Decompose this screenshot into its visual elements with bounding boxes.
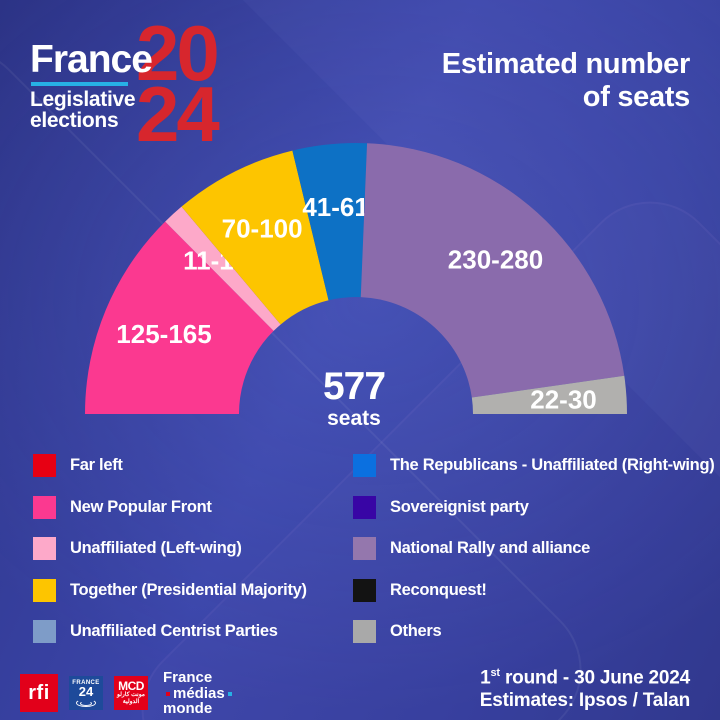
legend-label: The Republicans - Unaffiliated (Right-wi… xyxy=(390,456,715,474)
segment-range-label-new-popular-front: 125-165 xyxy=(116,319,211,349)
mcd-logo-arabic-line2: الدولية xyxy=(122,699,140,706)
logo-year-top: 20 xyxy=(136,9,220,97)
fmm-red-dot-icon xyxy=(166,691,170,696)
legend-label: Together (Presidential Majority) xyxy=(70,580,307,599)
legend-swatch-far-left xyxy=(33,454,56,477)
fmm-blue-dot-icon xyxy=(227,691,232,696)
france24-swirl-icon xyxy=(80,701,92,707)
segment-range-label-others: 22-30 xyxy=(530,384,597,414)
legend-label: Far left xyxy=(70,456,123,474)
page-title-line1: Estimated number xyxy=(441,48,691,80)
mcd-logo-arabic-line1: مونت كارلو xyxy=(116,692,146,699)
fmm-line3: monde xyxy=(163,700,213,717)
total-seats-value: 577 xyxy=(322,365,386,408)
logo-year-bottom: 24 xyxy=(136,70,220,158)
segment-others xyxy=(471,375,627,414)
france2024-logo: 20 24 France Legislative elections xyxy=(30,14,270,160)
legend-column-right: The Republicans - Unaffiliated (Right-wi… xyxy=(353,454,715,662)
fmm-line2: médias xyxy=(163,685,235,702)
segment-range-label-the-republicans-unaffiliated-right-wing: 41-61 xyxy=(302,192,369,222)
broadcaster-logos: rfi FRANCE 24 MCD مونت كارلو الدولية Fra… xyxy=(20,670,235,717)
legend-item-new-popular-front: New Popular Front xyxy=(33,495,348,519)
legend-swatch-national-rally xyxy=(353,537,376,560)
mcd-logo: MCD مونت كارلو الدولية xyxy=(114,676,148,711)
legend-label: Unaffiliated Centrist Parties xyxy=(70,622,278,640)
france24-logo-text: FRANCE xyxy=(72,680,100,687)
round-date-text: 1st round - 30 June 2024 xyxy=(480,667,690,689)
legend-item-far-left: Far left xyxy=(33,454,348,477)
page-title: Estimated number of seats xyxy=(441,48,691,114)
segment-the-republicans-unaffiliated-right-wing xyxy=(292,143,368,301)
segment-range-label-together-presidential-majority: 70-100 xyxy=(222,213,303,243)
legend-label: Unaffiliated (Left-wing) xyxy=(70,539,242,557)
logo-subtitle-line2: elections xyxy=(30,109,119,132)
total-seats-unit: seats xyxy=(327,407,381,430)
legend-item-others: Others xyxy=(353,620,713,643)
france-medias-monde-logo: France médias monde xyxy=(163,670,235,717)
legend-label: Sovereignist party xyxy=(390,497,529,516)
legend-item-sovereignist: Sovereignist party xyxy=(353,495,713,519)
segment-together-presidential-majority xyxy=(181,150,329,325)
legend-swatch-together xyxy=(33,578,56,602)
legend-label: Others xyxy=(390,622,442,640)
legend-column-left: Far left New Popular Front Unaffiliated … xyxy=(33,454,348,662)
segment-national-rally-and-alliance xyxy=(360,143,625,398)
estimates-text: Estimates: Ipsos / Talan xyxy=(479,689,690,711)
legend-swatch-unaffiliated-centrist xyxy=(33,620,56,643)
segment-unaffiliated-left-wing xyxy=(165,206,281,331)
logo-accent-rule xyxy=(31,82,128,86)
legend-item-together: Together (Presidential Majority) xyxy=(33,578,348,602)
legend-label: Reconquest! xyxy=(390,580,487,599)
total-seats-label: 577 seats xyxy=(322,365,386,430)
legend-swatch-unaffiliated-left xyxy=(33,537,56,560)
page-title-line2: of seats xyxy=(582,81,691,113)
logo-brand-text: France xyxy=(30,38,153,81)
rfi-logo-text: rfi xyxy=(28,681,50,704)
france24-swirl-icon xyxy=(76,699,96,708)
legend-label: New Popular Front xyxy=(70,497,212,516)
rfi-logo: rfi xyxy=(20,674,58,713)
fmm-line1: France xyxy=(163,669,213,686)
footer-note: 1st round - 30 June 2024 Estimates: Ipso… xyxy=(480,662,690,712)
france24-logo: FRANCE 24 xyxy=(69,676,103,711)
segment-new-popular-front xyxy=(85,221,274,414)
legend-item-unaffiliated-left: Unaffiliated (Left-wing) xyxy=(33,537,348,560)
logo-year: 20 24 xyxy=(136,9,220,158)
legend-swatch-new-popular-front xyxy=(33,495,56,519)
legend-item-unaffiliated-centrist: Unaffiliated Centrist Parties xyxy=(33,620,348,643)
legend-item-national-rally: National Rally and alliance xyxy=(353,537,713,560)
mcd-logo-text: MCD xyxy=(118,679,144,694)
france24-logo-number: 24 xyxy=(78,684,94,700)
legend-swatch-reconquest xyxy=(353,578,376,602)
segment-range-label-national-rally-and-alliance: 230-280 xyxy=(448,245,543,275)
legend-swatch-republicans xyxy=(353,454,376,477)
legend-item-reconquest: Reconquest! xyxy=(353,578,713,602)
legend-label: National Rally and alliance xyxy=(390,539,591,557)
legend-item-republicans: The Republicans - Unaffiliated (Right-wi… xyxy=(353,454,715,477)
legend-swatch-others xyxy=(353,620,376,643)
logo-subtitle-line1: Legislative xyxy=(30,88,136,111)
legend-swatch-sovereignist xyxy=(353,495,376,519)
